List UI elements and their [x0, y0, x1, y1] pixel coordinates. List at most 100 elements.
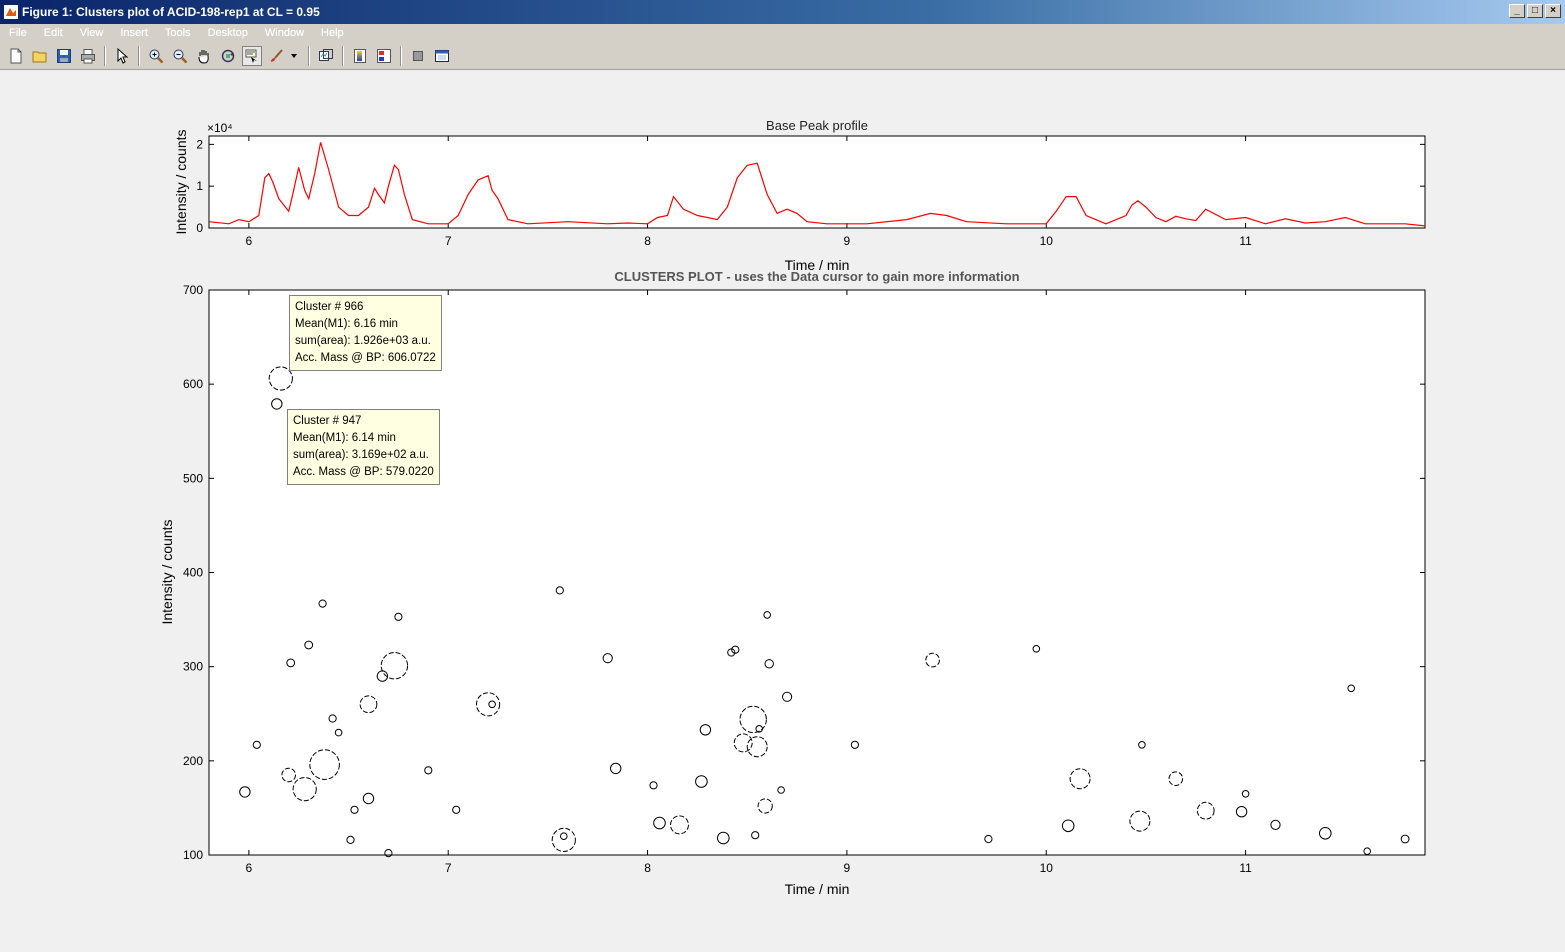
toolbar-separator	[138, 45, 140, 66]
hand-icon[interactable]	[194, 46, 214, 66]
x-tick-label: 11	[1239, 861, 1252, 875]
menu-window[interactable]: Window	[264, 27, 305, 39]
cluster-point[interactable]	[1168, 771, 1184, 787]
link-icon[interactable]	[316, 46, 336, 66]
cluster-point[interactable]	[699, 724, 712, 736]
cluster-point[interactable]	[751, 831, 760, 840]
cluster-point[interactable]	[1270, 819, 1281, 831]
window-titlebar[interactable]: Figure 1: Clusters plot of ACID-198-rep1…	[0, 0, 1565, 24]
cluster-point[interactable]	[1363, 847, 1371, 856]
clusters-plot-area[interactable]	[208, 289, 1426, 856]
cluster-point[interactable]	[731, 645, 740, 654]
cluster-point[interactable]	[488, 700, 496, 709]
chevron-down-icon[interactable]	[290, 46, 298, 66]
cluster-point[interactable]	[1400, 834, 1410, 844]
menu-view[interactable]: View	[79, 27, 104, 39]
cluster-point[interactable]	[252, 740, 261, 749]
cluster-point[interactable]	[292, 777, 317, 802]
show-tools-icon[interactable]	[432, 46, 452, 66]
cluster-point[interactable]	[268, 366, 293, 391]
cluster-point[interactable]	[717, 831, 730, 845]
cluster-point[interactable]	[757, 798, 773, 814]
cluster-point[interactable]	[1069, 768, 1091, 790]
clusters-axes[interactable]: 6 7 8 9 10 11 100 200 300 400 500 600 700 CLUSTERS P…	[159, 269, 1426, 897]
cluster-point[interactable]	[560, 832, 568, 841]
cluster-point[interactable]	[653, 816, 666, 830]
cluster-point[interactable]	[764, 659, 774, 669]
cluster-point[interactable]	[782, 691, 793, 702]
cluster-point[interactable]	[346, 835, 355, 845]
cluster-point[interactable]	[551, 827, 576, 853]
cluster-point[interactable]	[328, 714, 337, 723]
zoom-out-icon[interactable]	[170, 46, 190, 66]
cluster-point[interactable]	[925, 652, 940, 668]
cluster-point[interactable]	[1061, 819, 1075, 833]
cluster-point[interactable]	[755, 725, 764, 733]
cluster-point[interactable]	[304, 640, 314, 650]
rotate-icon[interactable]	[218, 46, 238, 66]
cluster-point[interactable]	[763, 611, 772, 619]
cluster-point[interactable]	[1241, 790, 1250, 798]
save-icon[interactable]	[54, 46, 74, 66]
cluster-point[interactable]	[1138, 741, 1146, 749]
cluster-point[interactable]	[746, 736, 768, 758]
cluster-point[interactable]	[695, 775, 708, 788]
cluster-point[interactable]	[1196, 801, 1215, 820]
arrow-pointer-icon[interactable]	[112, 46, 132, 66]
cluster-point[interactable]	[384, 849, 393, 858]
cluster-point[interactable]	[1347, 684, 1355, 693]
menu-tools[interactable]: Tools	[164, 27, 191, 39]
cluster-point[interactable]	[984, 834, 993, 844]
minimize-button[interactable]: _	[1509, 4, 1525, 18]
menu-edit[interactable]: Edit	[43, 27, 63, 39]
cluster-point[interactable]	[1129, 810, 1151, 832]
cluster-point[interactable]	[309, 749, 340, 780]
cluster-point[interactable]	[359, 695, 378, 714]
zoom-in-icon[interactable]	[146, 46, 166, 66]
printer-icon[interactable]	[78, 46, 98, 66]
cluster-point[interactable]	[424, 766, 433, 775]
cluster-point[interactable]	[318, 599, 327, 608]
cluster-point[interactable]	[649, 781, 658, 790]
menu-desktop[interactable]: Desktop	[207, 27, 248, 39]
cluster-point[interactable]	[286, 658, 296, 668]
close-button[interactable]: ×	[1545, 4, 1561, 18]
base-peak-axes[interactable]: 6 7 8 9 10 11 0 1 2 Base Peak profile Time / min…	[173, 118, 1426, 273]
cluster-point[interactable]	[555, 586, 564, 595]
cluster-point[interactable]	[850, 740, 860, 749]
cluster-point[interactable]	[1032, 645, 1041, 653]
folder-open-icon[interactable]	[30, 46, 50, 66]
menu-help[interactable]: Help	[321, 27, 344, 39]
cluster-point[interactable]	[777, 786, 785, 794]
colorbar-icon[interactable]	[350, 46, 370, 66]
cluster-point[interactable]	[334, 728, 343, 737]
new-file-icon[interactable]	[6, 46, 26, 66]
data-tip-cluster-947[interactable]: Cluster # 947 Mean(M1): 6.14 min sum(are…	[287, 409, 440, 485]
cluster-point[interactable]	[476, 692, 501, 717]
cluster-point[interactable]	[1235, 806, 1248, 818]
legend-icon[interactable]	[374, 46, 394, 66]
maximize-button[interactable]: □	[1527, 4, 1543, 18]
cluster-point[interactable]	[452, 805, 461, 814]
cluster-point[interactable]	[394, 612, 403, 621]
cluster-point[interactable]	[739, 705, 767, 734]
brush-icon[interactable]	[266, 46, 286, 66]
cluster-point[interactable]	[670, 815, 689, 835]
cluster-point[interactable]	[1319, 827, 1332, 840]
cluster-point[interactable]	[281, 767, 297, 783]
cluster-point[interactable]	[350, 805, 359, 814]
cluster-point[interactable]	[271, 398, 283, 410]
data-cursor-icon[interactable]	[242, 45, 262, 66]
cluster-point[interactable]	[610, 762, 622, 775]
menu-insert[interactable]: Insert	[120, 27, 148, 39]
cluster-point[interactable]	[239, 786, 251, 798]
cluster-point[interactable]	[733, 733, 753, 753]
data-tip-cluster-966[interactable]: Cluster # 966 Mean(M1): 6.16 min sum(are…	[289, 295, 442, 371]
toolbar-separator	[400, 45, 402, 66]
cluster-point[interactable]	[380, 652, 409, 680]
base-peak-plot-area[interactable]	[208, 135, 1426, 229]
menu-file[interactable]: File	[9, 27, 27, 39]
hide-tools-icon[interactable]	[408, 46, 428, 66]
cluster-point[interactable]	[362, 792, 375, 805]
cluster-point[interactable]	[602, 653, 613, 664]
